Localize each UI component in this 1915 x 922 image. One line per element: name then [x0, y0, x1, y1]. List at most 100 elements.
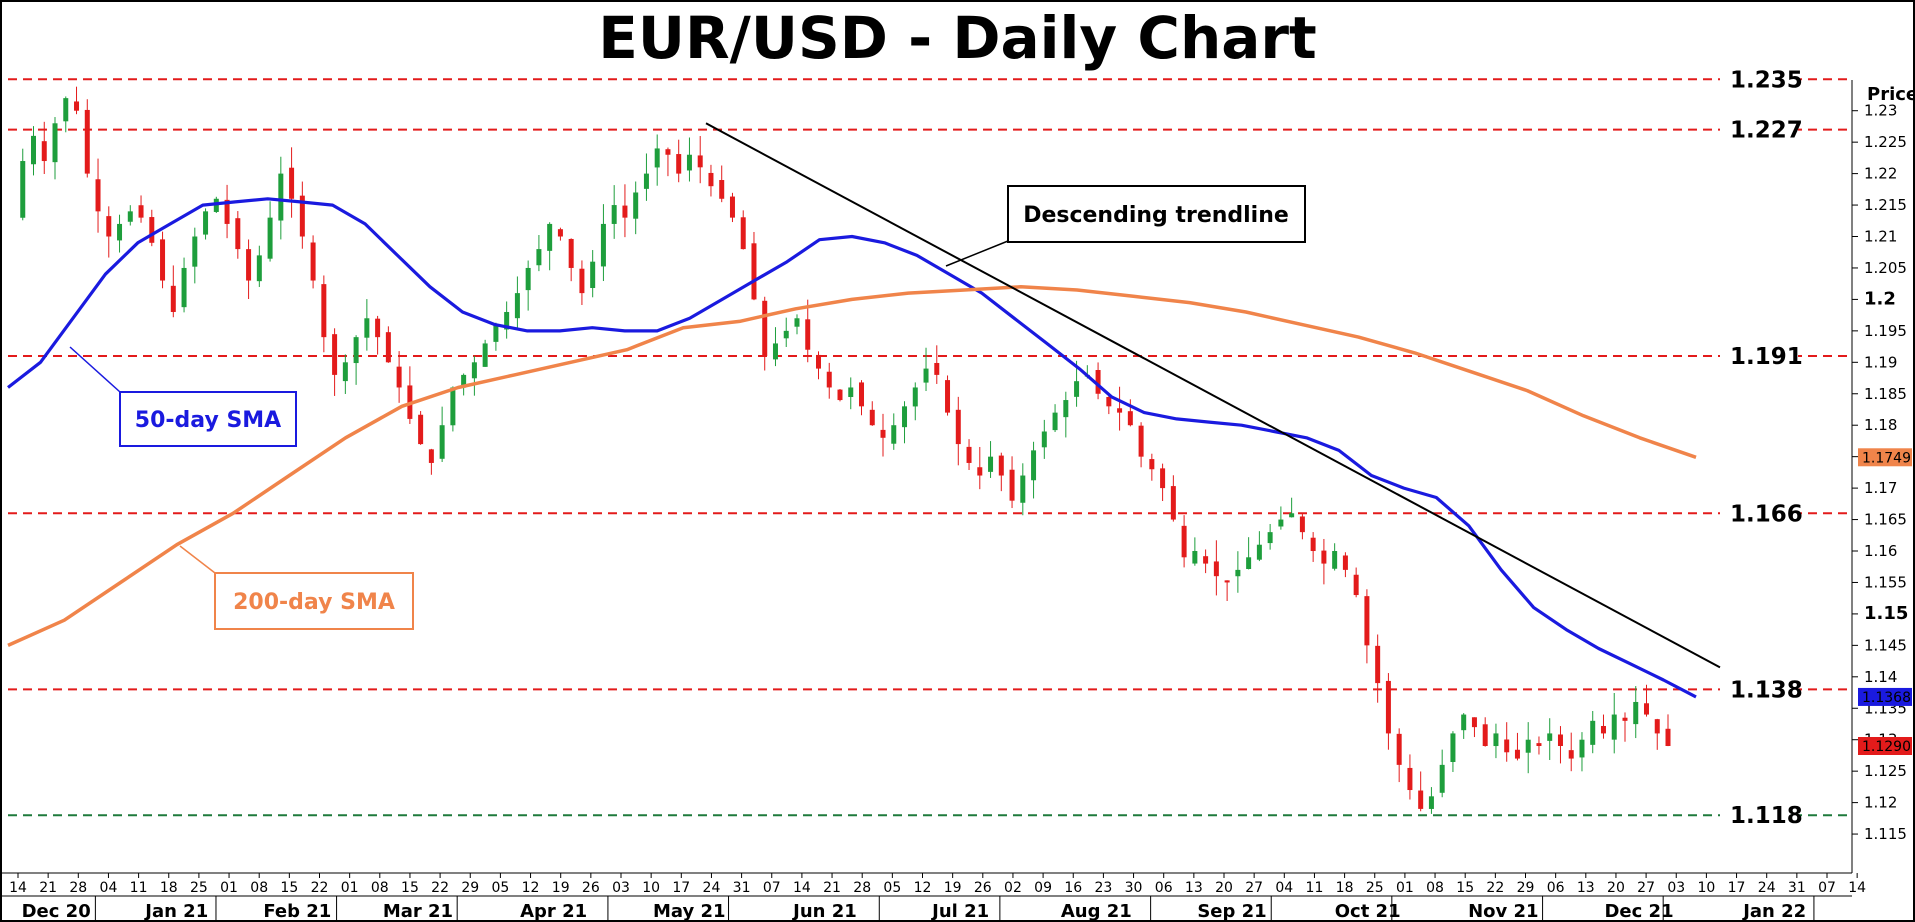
x-tick-label: 17 [1728, 880, 1746, 896]
level-label-bg [1720, 673, 1798, 706]
candle-body [945, 380, 951, 413]
candle-body [826, 371, 832, 388]
x-tick-label: 06 [1547, 880, 1565, 896]
x-month-label: Apr 21 [520, 901, 587, 922]
x-tick-label: 25 [190, 880, 208, 896]
candle-body [859, 382, 865, 407]
candle-body [1525, 739, 1531, 753]
candle-body [224, 199, 230, 224]
y-tick-label: 1.23 [1864, 102, 1897, 120]
candle-body [697, 155, 703, 168]
candle-body [1600, 725, 1606, 734]
x-tick-label: 25 [1366, 880, 1384, 896]
x-tick-label: 30 [1125, 880, 1143, 896]
x-tick-label: 15 [1456, 880, 1474, 896]
candle-body [342, 362, 348, 382]
candle-body [1375, 645, 1381, 684]
candle-body [192, 236, 198, 267]
x-tick-label: 22 [311, 880, 329, 896]
candle-body [299, 195, 305, 237]
y-tick-label: 1.115 [1864, 825, 1907, 843]
candle-body [1267, 532, 1273, 544]
candle-body [461, 374, 467, 388]
candle-body [837, 389, 843, 401]
level-label: 1.138 [1730, 677, 1803, 703]
candle-body [1224, 580, 1230, 583]
candle-body [643, 173, 649, 189]
x-tick-label: 20 [1607, 880, 1625, 896]
sma-200-line [7, 285, 1697, 647]
x-tick-label: 31 [1788, 880, 1806, 896]
x-tick-label: 26 [582, 880, 600, 896]
candle-body [1579, 739, 1585, 758]
x-tick-label: 09 [1034, 880, 1052, 896]
candle-body [762, 300, 768, 357]
candle-body [1622, 717, 1628, 721]
y-tick-label: 1.14 [1864, 668, 1897, 686]
candle-body [52, 123, 58, 163]
x-tick-label: 04 [1275, 880, 1293, 896]
candle-body [1450, 733, 1456, 762]
candle-body [1203, 556, 1209, 564]
candle-body [170, 285, 176, 312]
x-tick-label: 13 [1185, 880, 1203, 896]
candle-body [203, 211, 209, 235]
x-tick-label: 24 [1758, 880, 1776, 896]
candle-body [1278, 519, 1284, 527]
x-tick-label: 19 [552, 880, 570, 896]
sma200-callout-box [214, 572, 414, 630]
x-tick-label: 18 [160, 880, 178, 896]
x-tick-label: 20 [1215, 880, 1233, 896]
chart-title: EUR/USD - Daily Chart [598, 4, 1317, 72]
candle-body [439, 425, 445, 459]
candle-body [805, 319, 811, 350]
candle-body [310, 242, 316, 281]
candle-body [1482, 724, 1488, 746]
candle-body [525, 267, 531, 291]
candle-body [600, 223, 606, 267]
candle-body [1213, 561, 1219, 577]
candle-body [1192, 551, 1198, 564]
x-tick-label: 11 [130, 880, 148, 896]
level-label-bg [1720, 799, 1798, 832]
candle-body [493, 324, 499, 342]
candle-body [117, 223, 123, 241]
level-label: 1.191 [1730, 344, 1803, 370]
price-axis-title: Price [1867, 84, 1915, 105]
candle-body [106, 216, 112, 237]
candle-body [815, 354, 821, 369]
y-tick-label: 1.205 [1864, 259, 1907, 277]
x-tick-label: 29 [1517, 880, 1535, 896]
candle-body [256, 255, 262, 282]
candle-body [127, 211, 133, 222]
candle-body [84, 109, 90, 174]
candle-body [622, 205, 628, 218]
x-tick-label: 29 [461, 880, 479, 896]
y-tick-label: 1.22 [1864, 165, 1897, 183]
sma200-callout-line [179, 545, 216, 574]
descending-trendline [705, 122, 1721, 669]
trendline-callout-text: Descending trendline [1023, 203, 1289, 228]
candle-body [740, 217, 746, 250]
candle-body [654, 148, 660, 168]
level-label: 1.227 [1730, 118, 1803, 144]
candle-body [729, 196, 735, 218]
x-month-label: Dec 21 [1604, 901, 1673, 922]
candle-body [1321, 550, 1327, 564]
x-tick-label: 31 [733, 880, 751, 896]
y-tick-label: 1.12 [1864, 794, 1897, 812]
x-month-label: Jul 21 [930, 901, 989, 922]
price-tag-bg [1858, 687, 1912, 706]
candle-body [1149, 459, 1155, 470]
y-tick-label: 1.185 [1864, 385, 1907, 403]
candle-body [869, 409, 875, 426]
x-tick-label: 10 [642, 880, 660, 896]
candle-body [1181, 525, 1187, 558]
x-tick-label: 14 [793, 880, 811, 896]
candle-body [1246, 557, 1252, 569]
candle-body [665, 149, 671, 155]
candle-body [934, 362, 940, 375]
candle-body [676, 154, 682, 174]
candle-body [267, 217, 273, 259]
candle-body [181, 267, 187, 308]
